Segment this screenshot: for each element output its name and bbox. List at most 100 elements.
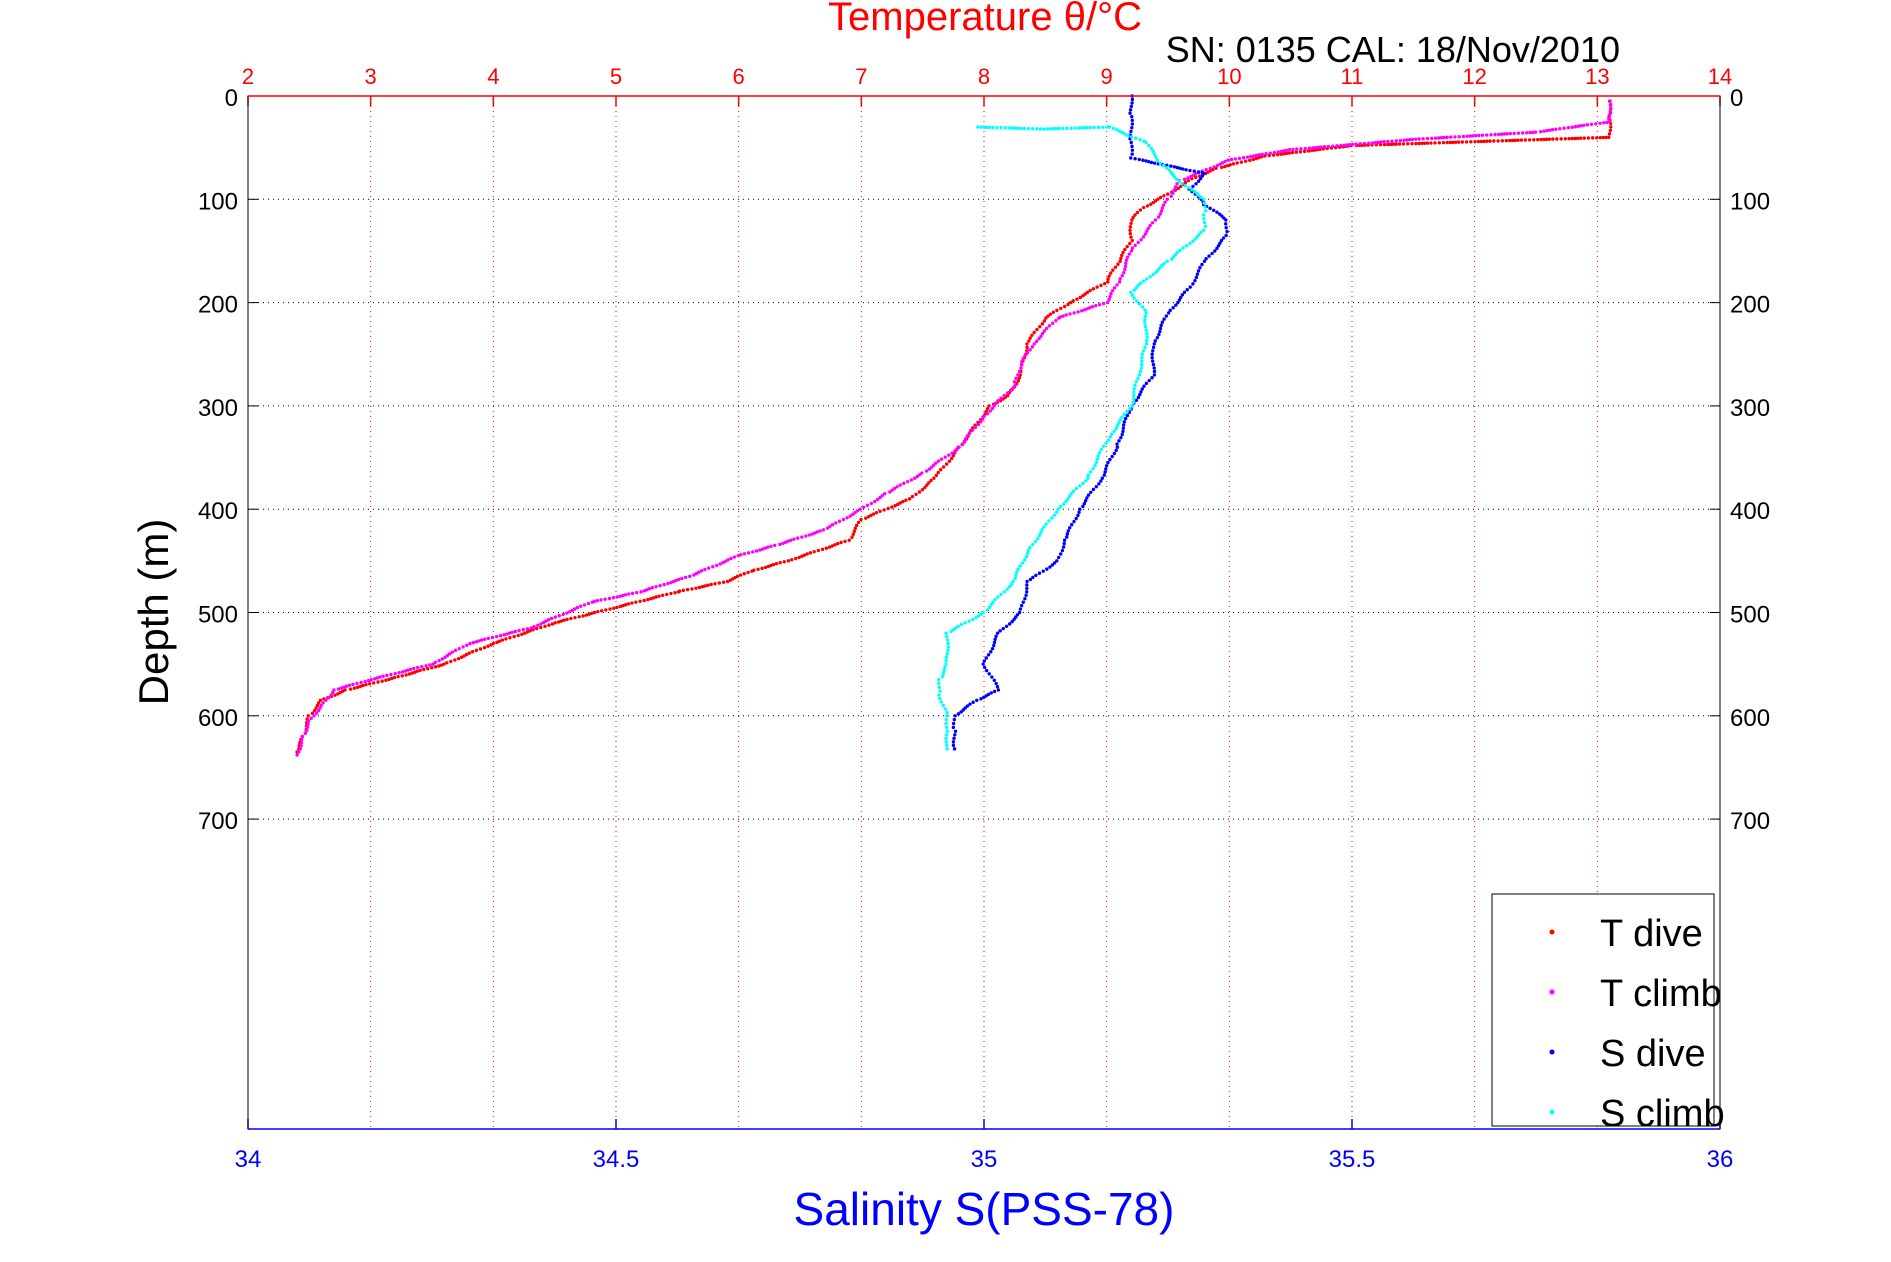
data-point (1181, 167, 1185, 171)
data-point (987, 125, 992, 130)
data-point (754, 549, 759, 553)
data-point (1394, 139, 1398, 143)
data-point (869, 501, 874, 506)
data-point (995, 125, 999, 130)
data-point (995, 631, 1000, 635)
data-point (1585, 123, 1590, 127)
data-point (729, 556, 733, 561)
data-point (1151, 272, 1156, 277)
data-point (1533, 130, 1538, 134)
data-point (314, 711, 319, 715)
data-point (1257, 155, 1261, 160)
data-point (1406, 142, 1410, 146)
data-point (1430, 136, 1434, 141)
data-point (1091, 466, 1095, 471)
data-point (1064, 499, 1068, 504)
data-point (1133, 383, 1137, 387)
data-point (850, 535, 854, 539)
data-point (699, 569, 704, 573)
data-point (1003, 126, 1008, 130)
data-point (808, 551, 813, 555)
data-point (750, 550, 755, 554)
data-point (973, 425, 978, 430)
data-point (1051, 310, 1056, 314)
data-point (1089, 490, 1093, 494)
data-point (1156, 268, 1160, 272)
data-point (937, 685, 941, 690)
data-point (1221, 236, 1226, 240)
data-point (1199, 195, 1203, 200)
data-point (993, 597, 997, 602)
data-point (1072, 311, 1076, 315)
data-point (1139, 237, 1143, 242)
data-point (1023, 597, 1027, 601)
data-point (1362, 141, 1367, 146)
data-point (358, 684, 363, 689)
data-point (963, 621, 967, 625)
data-point (1567, 136, 1571, 141)
data-point (1284, 148, 1289, 152)
data-point (1076, 513, 1080, 518)
data-point (1097, 451, 1102, 455)
data-point (944, 659, 948, 663)
data-point (1150, 359, 1155, 363)
data-point (802, 553, 807, 557)
data-point (324, 698, 328, 702)
data-point (611, 596, 616, 600)
data-point (1607, 135, 1611, 140)
data-point (1531, 130, 1535, 135)
data-point (1200, 262, 1204, 267)
data-point (1191, 184, 1195, 189)
temperature-tick-label: 13 (1585, 64, 1609, 89)
data-point (1062, 304, 1067, 309)
data-point (1185, 287, 1189, 292)
data-point (864, 516, 868, 520)
data-point (1598, 135, 1603, 140)
data-point (805, 552, 809, 556)
data-point (1112, 429, 1116, 433)
data-point (1164, 166, 1169, 170)
data-point (403, 669, 407, 673)
data-point (991, 125, 995, 130)
data-point (1088, 470, 1093, 474)
data-point (920, 487, 925, 492)
temperature-tick-label: 2 (242, 64, 254, 89)
data-point (1119, 256, 1123, 261)
data-point (1496, 132, 1501, 137)
data-point (1197, 174, 1202, 178)
data-point (709, 582, 713, 587)
data-point (760, 566, 764, 571)
data-point (946, 648, 950, 653)
data-point (529, 626, 534, 630)
data-point (298, 747, 302, 751)
data-point (1245, 155, 1250, 159)
data-point (516, 633, 520, 638)
data-point (833, 543, 837, 547)
data-point (1088, 288, 1092, 293)
data-point (1127, 252, 1132, 256)
data-point (439, 663, 444, 667)
data-point (982, 659, 987, 663)
data-point (1122, 270, 1126, 275)
data-point (986, 653, 991, 657)
data-point (1379, 140, 1383, 144)
data-point (1108, 295, 1112, 299)
data-point (945, 729, 950, 733)
data-point (431, 662, 435, 666)
legend-label: T climb (1600, 973, 1722, 1015)
data-point (1160, 264, 1164, 268)
data-point (945, 652, 949, 656)
data-point (1011, 579, 1015, 584)
data-point (1508, 138, 1512, 143)
data-point (295, 753, 299, 757)
data-point (474, 648, 479, 653)
data-point (1215, 246, 1219, 251)
data-point (462, 654, 466, 658)
data-point (830, 544, 835, 548)
data-point (1065, 535, 1069, 539)
data-point (1110, 289, 1115, 293)
data-point (1482, 139, 1486, 144)
data-point (688, 574, 692, 579)
data-point (1125, 255, 1130, 259)
data-point (1176, 300, 1180, 305)
